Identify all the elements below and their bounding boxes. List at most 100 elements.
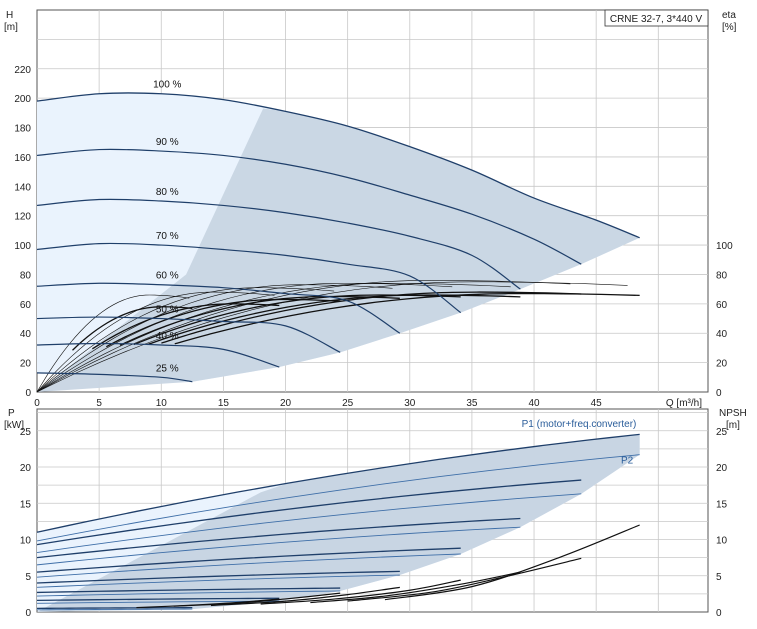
eta-curve-thick (72, 306, 193, 351)
y-tick-label: 120 (14, 212, 31, 223)
head-curve (36, 242, 462, 314)
p1-curve (36, 517, 521, 559)
p-tick-label: 0 (25, 608, 31, 619)
p-axis-label: P (8, 408, 15, 419)
y-tick-label: 220 (14, 65, 31, 76)
p2-curve (36, 574, 400, 588)
eta-curve-thick (119, 295, 400, 346)
y-axis-label: H (6, 10, 13, 21)
head-curve-label: 25 % (156, 363, 179, 374)
y2-tick-label: 80 (716, 270, 728, 281)
npsh-tick-label: 25 (716, 427, 728, 438)
npsh-tick-label: 5 (716, 572, 722, 583)
top-operating-range-dark (37, 108, 640, 392)
p1-curve (36, 433, 640, 533)
head-curve-label: 70 % (156, 231, 179, 242)
y2-tick-label: 60 (716, 300, 728, 311)
y2-tick-label: 40 (716, 329, 728, 340)
head-curve (36, 148, 582, 265)
eta-curve-thin (36, 284, 393, 393)
y-tick-label: 160 (14, 153, 31, 164)
y-axis-unit: [m] (4, 22, 18, 33)
p2-curve (36, 590, 341, 597)
y-tick-label: 0 (25, 388, 31, 399)
x-tick-label: 5 (96, 398, 102, 409)
y-tick-label: 40 (20, 329, 32, 340)
y-tick-label: 60 (20, 300, 32, 311)
head-curve-label: 90 % (156, 137, 179, 148)
p1-curve (36, 597, 280, 602)
npsh-curve (136, 598, 280, 609)
y-tick-label: 80 (20, 270, 32, 281)
x-tick-label: 0 (34, 398, 40, 409)
npsh-tick-label: 10 (716, 536, 728, 547)
p1-curve (36, 607, 193, 610)
p-tick-label: 15 (20, 499, 32, 510)
eta-curve-thin (36, 291, 275, 393)
p-tick-label: 10 (20, 536, 32, 547)
head-curve-label: 40 % (156, 331, 179, 342)
head-curve (36, 92, 640, 239)
chart-title-box (604, 9, 709, 27)
p-tick-label: 25 (20, 427, 32, 438)
p1-annotation: P1 (motor+freq.converter) (522, 419, 637, 430)
x-axis-label: Q [m³/h] (666, 398, 702, 409)
eta-curve-thin (36, 294, 190, 393)
y2-axis-unit: [%] (722, 22, 737, 33)
head-curve (36, 282, 401, 334)
y2-tick-label: 0 (716, 388, 722, 399)
eta-curve-thin (36, 282, 453, 393)
x-tick-label: 40 (528, 398, 540, 409)
head-curve (36, 372, 193, 383)
npsh-tick-label: 20 (716, 463, 728, 474)
y-tick-label: 180 (14, 124, 31, 135)
bottom-operating-range-dark (37, 434, 640, 612)
p-axis-unit: [kW] (4, 420, 24, 431)
y-tick-label: 200 (14, 94, 31, 105)
y2-tick-label: 100 (716, 241, 733, 252)
eta-curve-thick (92, 303, 280, 350)
eta-curve-thin (36, 279, 571, 393)
p1-curve (36, 587, 341, 594)
p2-annotation: P2 (621, 455, 634, 466)
p2-curve (36, 493, 582, 553)
p1-curve (36, 570, 400, 584)
p2-curve (36, 454, 640, 542)
x-tick-label: 25 (342, 398, 354, 409)
p-tick-label: 20 (20, 463, 32, 474)
npsh-curve (260, 579, 461, 605)
npsh-curve (310, 571, 521, 604)
y-tick-label: 140 (14, 182, 31, 193)
x-tick-label: 15 (218, 398, 230, 409)
x-tick-label: 45 (591, 398, 603, 409)
head-curve (36, 342, 280, 368)
head-curve (36, 198, 521, 290)
p1-curve (36, 547, 461, 573)
npsh-axis-label: NPSH (719, 408, 747, 419)
y2-tick-label: 20 (716, 359, 728, 370)
x-tick-label: 10 (156, 398, 168, 409)
chart-title: CRNE 32-7, 3*440 V (610, 14, 703, 25)
npsh-curve (210, 586, 400, 607)
p2-curve (36, 526, 521, 566)
p2-curve (36, 600, 280, 604)
npsh-tick-label: 15 (716, 499, 728, 510)
npsh-axis-unit: [m] (726, 420, 740, 431)
p2-curve (36, 553, 461, 578)
p2-curve (36, 608, 193, 611)
npsh-tick-label: 0 (716, 608, 722, 619)
head-curve-label: 60 % (156, 271, 179, 282)
npsh-curve (347, 557, 582, 602)
y-tick-label: 100 (14, 241, 31, 252)
x-tick-label: 30 (404, 398, 416, 409)
head-curve-label: 80 % (156, 187, 179, 198)
y2-axis-label: eta (722, 10, 736, 21)
p-tick-label: 5 (25, 572, 31, 583)
x-tick-label: 35 (466, 398, 478, 409)
eta-curve-thick (133, 294, 461, 346)
head-curve (36, 316, 341, 353)
y-tick-label: 20 (20, 359, 32, 370)
head-curve-label: 100 % (153, 80, 181, 91)
